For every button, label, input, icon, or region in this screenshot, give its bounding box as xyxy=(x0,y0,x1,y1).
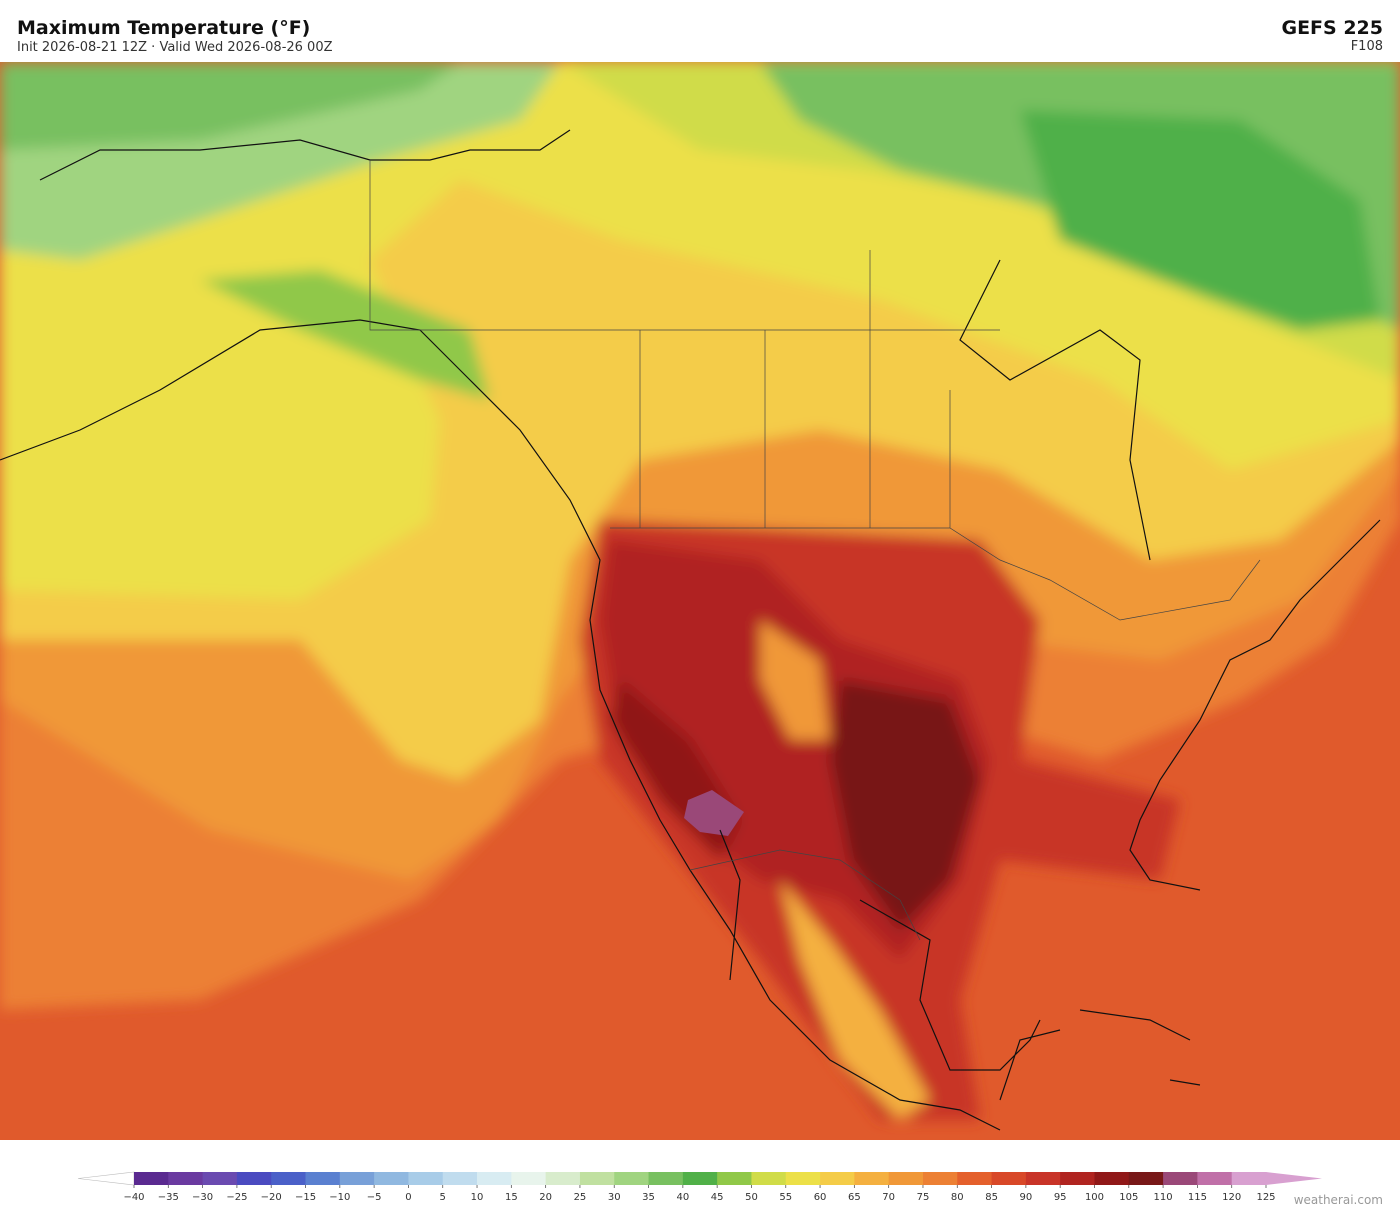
colorbar-over xyxy=(1266,1172,1322,1185)
colorbar-bin xyxy=(888,1172,924,1185)
colorbar-tick-label: 75 xyxy=(917,1192,930,1203)
field-cool xyxy=(200,270,490,400)
colorbar-tick-label: 120 xyxy=(1222,1192,1241,1203)
colorbar-tick-label: −15 xyxy=(295,1192,316,1203)
colorbar-bin xyxy=(614,1172,650,1185)
colorbar-tick-label: 25 xyxy=(574,1192,587,1203)
colorbar-under xyxy=(77,1171,135,1186)
colorbar-bin xyxy=(511,1172,547,1185)
colorbar-bin xyxy=(854,1172,890,1185)
colorbar-tick-label: −30 xyxy=(192,1192,213,1203)
colorbar-bin xyxy=(922,1172,958,1185)
colorbar-tick-label: 35 xyxy=(642,1192,655,1203)
colorbar-tick-label: 80 xyxy=(951,1192,964,1203)
colorbar-bin xyxy=(751,1172,787,1185)
model-label: GEFS 225 xyxy=(1281,17,1383,39)
colorbar-tick-label: 65 xyxy=(848,1192,861,1203)
field-cold xyxy=(1020,110,1380,330)
colorbar-bin xyxy=(1197,1172,1233,1185)
colorbar-bin xyxy=(202,1172,238,1185)
forecast-hour: F108 xyxy=(1351,39,1383,54)
colorbar-tick-label: 110 xyxy=(1154,1192,1173,1203)
field-extreme xyxy=(684,790,744,836)
colorbar-tick-label: 15 xyxy=(505,1192,518,1203)
colorbar-bin xyxy=(1025,1172,1061,1185)
colorbar-tick-label: 115 xyxy=(1188,1192,1207,1203)
colorbar-tick-label: 0 xyxy=(405,1192,411,1203)
colorbar-tick-label: 90 xyxy=(1020,1192,1033,1203)
colorbar-bin xyxy=(1094,1172,1130,1185)
colorbar-bin xyxy=(682,1172,718,1185)
map-subtitle: Init 2026-08-21 12Z · Valid Wed 2026-08-… xyxy=(17,40,333,55)
colorbar-bin xyxy=(1163,1172,1198,1185)
colorbar-tick-label: 70 xyxy=(882,1192,895,1203)
colorbar-tick-label: 45 xyxy=(711,1192,724,1203)
colorbar-tick-label: 100 xyxy=(1085,1192,1104,1203)
colorbar-bin xyxy=(1060,1172,1095,1185)
colorbar-bin xyxy=(477,1172,512,1185)
colorbar-bin xyxy=(271,1172,307,1185)
temperature-field xyxy=(0,62,1400,1120)
colorbar-tick-label: 125 xyxy=(1256,1192,1275,1203)
colorbar-tick-label: 105 xyxy=(1119,1192,1138,1203)
map-title: Maximum Temperature (°F) xyxy=(17,17,310,39)
colorbar: −40 −35 −30 −25 −20 −15 −10 −5 0 5 10 15 20 25 30 35 40 4… xyxy=(77,1171,1322,1203)
colorbar-bin xyxy=(408,1172,444,1185)
colorbar-bin xyxy=(305,1172,341,1185)
colorbar-bin xyxy=(134,1172,169,1185)
colorbar-bin xyxy=(648,1172,684,1185)
colorbar-bin xyxy=(545,1172,581,1185)
colorbar-tick-label: −20 xyxy=(261,1192,282,1203)
colorbar-bin xyxy=(339,1172,375,1185)
colorbar-bin xyxy=(991,1172,1027,1185)
colorbar-tick-label: 30 xyxy=(608,1192,621,1203)
colorbar-tick-label: −40 xyxy=(123,1192,144,1203)
field-highlands xyxy=(760,620,830,740)
colorbar-tick-label: 85 xyxy=(985,1192,998,1203)
field-hottest xyxy=(830,680,980,930)
map xyxy=(0,62,1400,1140)
colorbar-tick-label: 5 xyxy=(440,1192,446,1203)
colorbar-tick-label: 40 xyxy=(676,1192,689,1203)
colorbar-tick-label: −10 xyxy=(329,1192,350,1203)
colorbar-tick-label: −5 xyxy=(367,1192,382,1203)
colorbar-bin xyxy=(957,1172,993,1185)
colorbar-tick-label: 60 xyxy=(814,1192,827,1203)
field-highlands xyxy=(780,880,930,1120)
colorbar-bin xyxy=(374,1172,409,1185)
colorbar-tick-label: −25 xyxy=(226,1192,247,1203)
colorbar-tick-label: 95 xyxy=(1054,1192,1067,1203)
colorbar-tick-label: −35 xyxy=(158,1192,179,1203)
watermark: weatherai.com xyxy=(1294,1193,1383,1207)
colorbar-bin xyxy=(168,1172,204,1185)
colorbar-tick-label: 10 xyxy=(471,1192,484,1203)
colorbar-tick-label: 50 xyxy=(745,1192,758,1203)
colorbar-bin xyxy=(579,1172,615,1185)
colorbar-bin xyxy=(442,1172,478,1185)
field-cool xyxy=(0,62,460,150)
colorbar-tick-label: 20 xyxy=(539,1192,552,1203)
colorbar-bin xyxy=(1231,1172,1267,1185)
colorbar-tick-label: 55 xyxy=(779,1192,792,1203)
colorbar-bin xyxy=(236,1172,272,1185)
colorbar-bin xyxy=(820,1172,855,1185)
colorbar-bin xyxy=(785,1172,821,1185)
colorbar-bin xyxy=(1128,1172,1164,1185)
colorbar-bin xyxy=(717,1172,752,1185)
